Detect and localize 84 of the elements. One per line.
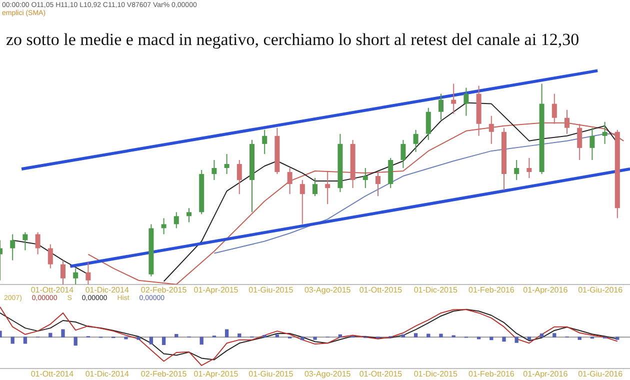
bar: [313, 336, 317, 340]
bar: [174, 334, 178, 338]
chart-title: zo sotto le medie e macd in negativo, cerchiamo lo short al retest del canale ai 12,30: [6, 30, 580, 50]
candlestick: [35, 232, 40, 255]
candlestick: [60, 260, 66, 285]
x-tick-label: 01-Apr-2016: [523, 369, 568, 378]
x-tick-label: 01-Giu-2015: [248, 369, 294, 378]
candlestick: [48, 244, 53, 269]
candlestick: [426, 107, 431, 140]
candlestick: [325, 172, 330, 205]
x-tick-label: 01-Giu-2016: [578, 285, 624, 294]
candlestick: [236, 159, 242, 195]
x-tick-label: 01-Apr-2015: [194, 285, 239, 294]
candlestick: [577, 123, 582, 160]
candlestick: [161, 218, 166, 235]
candlestick: [86, 262, 91, 285]
bar: [162, 336, 166, 345]
x-tick-label: 01-Giu-2016: [578, 369, 624, 378]
x-tick-label: 01-Dic-2014: [85, 369, 130, 378]
x-tick-label: 02-Feb-2015: [140, 369, 188, 378]
candlestick: [438, 93, 444, 120]
bar: [48, 332, 52, 338]
x-tick-label: 01-Ott-2015: [359, 285, 403, 294]
bar: [426, 334, 430, 338]
x-tick-label: 01-Ott-2014: [30, 285, 74, 294]
x-tick-label: 01-Feb-2016: [468, 285, 515, 294]
bar: [61, 329, 65, 338]
bar: [136, 336, 140, 340]
candlestick: [73, 268, 78, 285]
candlestick: [362, 168, 368, 189]
candlestick: [224, 153, 230, 175]
candlestick: [526, 157, 532, 179]
bar: [616, 336, 620, 340]
candlestick: [186, 208, 192, 223]
bar: [514, 336, 518, 343]
candlestick: [10, 234, 16, 261]
candlestick: [413, 129, 418, 152]
bar: [502, 336, 506, 342]
x-tick-label: 01-Dic-2014: [85, 285, 130, 294]
candlestick: [514, 159, 520, 181]
x-tick-label: 03-Ago-2015: [304, 369, 352, 378]
x-tick-label: 01-Ott-2015: [359, 369, 403, 378]
candlestick: [488, 115, 494, 144]
candlestick: [300, 180, 305, 225]
x-tick-label: 01-Feb-2016: [468, 369, 515, 378]
bar: [74, 336, 78, 346]
candlestick: [552, 93, 557, 124]
x-tick-label: 01-Dic-2015: [414, 285, 458, 294]
candlestick: [312, 178, 318, 197]
bar: [414, 333, 418, 338]
bar: [10, 336, 14, 344]
bar: [23, 336, 28, 344]
x-tick-label: 01-Apr-2015: [194, 369, 239, 378]
bar: [439, 334, 443, 338]
candlestick: [287, 168, 292, 195]
candlestick: [22, 232, 28, 251]
candlestick: [590, 127, 595, 160]
candlestick: [464, 87, 469, 116]
candlestick: [564, 109, 570, 134]
x-tick-label: 03-Ago-2015: [304, 285, 352, 294]
bar: [238, 333, 242, 338]
candlestick: [602, 121, 608, 144]
candlestick: [212, 159, 217, 181]
candlestick: [400, 139, 406, 169]
bar: [262, 334, 266, 338]
bar: [149, 336, 154, 344]
bar: [224, 329, 229, 338]
x-tick-label: 02-Feb-2015: [140, 285, 188, 294]
bar: [200, 336, 204, 345]
x-tick-label: 01-Giu-2015: [248, 285, 294, 294]
x-tick-label: 01-Apr-2016: [523, 285, 568, 294]
candlestick: [376, 172, 380, 197]
bar: [527, 336, 532, 340]
bar: [275, 334, 280, 338]
bar: [552, 333, 556, 338]
x-tick-label: 01-Dic-2015: [414, 369, 458, 378]
bar: [401, 334, 406, 338]
candlestick: [174, 212, 179, 229]
candlestick: [262, 129, 268, 154]
x-tick-label: 01-Ott-2014: [30, 369, 74, 378]
bar: [338, 334, 342, 338]
bar: [578, 336, 582, 340]
candlestick: [451, 83, 456, 114]
bar: [540, 333, 544, 338]
